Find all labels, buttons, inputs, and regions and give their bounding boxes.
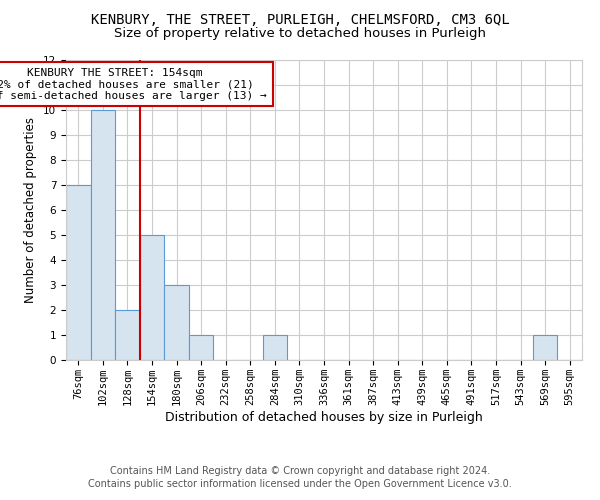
- Text: Contains HM Land Registry data © Crown copyright and database right 2024.: Contains HM Land Registry data © Crown c…: [110, 466, 490, 476]
- Bar: [533, 335, 557, 360]
- Bar: [189, 335, 214, 360]
- X-axis label: Distribution of detached houses by size in Purleigh: Distribution of detached houses by size …: [165, 410, 483, 424]
- Bar: [115, 310, 140, 360]
- Bar: [140, 235, 164, 360]
- Bar: [164, 285, 189, 360]
- Text: KENBURY THE STREET: 154sqm
← 62% of detached houses are smaller (21)
38% of semi: KENBURY THE STREET: 154sqm ← 62% of deta…: [0, 68, 267, 100]
- Text: KENBURY, THE STREET, PURLEIGH, CHELMSFORD, CM3 6QL: KENBURY, THE STREET, PURLEIGH, CHELMSFOR…: [91, 12, 509, 26]
- Bar: [263, 335, 287, 360]
- Text: Size of property relative to detached houses in Purleigh: Size of property relative to detached ho…: [114, 28, 486, 40]
- Text: Contains public sector information licensed under the Open Government Licence v3: Contains public sector information licen…: [88, 479, 512, 489]
- Bar: [91, 110, 115, 360]
- Y-axis label: Number of detached properties: Number of detached properties: [25, 117, 37, 303]
- Bar: [66, 185, 91, 360]
